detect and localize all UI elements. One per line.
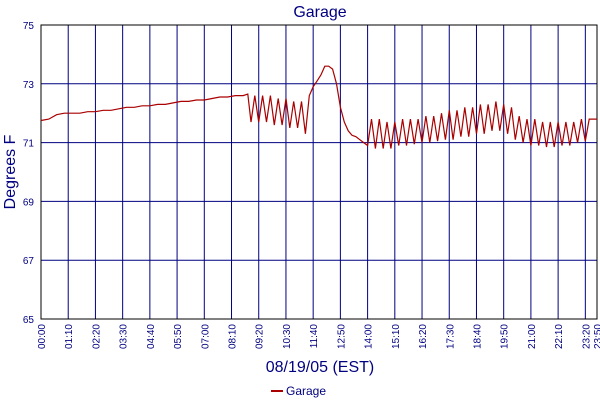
chart-title: Garage — [293, 4, 346, 21]
x-tick-label: 22:10 — [554, 324, 565, 349]
x-tick-label: 00:00 — [37, 324, 48, 349]
x-tick-label: 23:20 — [581, 324, 592, 349]
y-tick-label: 65 — [23, 315, 35, 326]
x-tick-label: 08:10 — [228, 324, 239, 349]
x-tick-label: 15:10 — [391, 324, 402, 349]
y-tick-label: 75 — [23, 21, 35, 32]
plot-frame — [40, 24, 598, 320]
x-tick-label: 23:50 — [593, 324, 600, 349]
x-tick-label: 16:20 — [418, 324, 429, 349]
x-tick-label: 18:40 — [472, 324, 483, 349]
y-tick-labels: 65 67 69 71 73 75 — [23, 21, 35, 326]
y-tick-label: 67 — [23, 256, 35, 267]
x-tick-label: 04:40 — [146, 324, 157, 349]
x-tick-label: 10:30 — [282, 324, 293, 349]
x-tick-label: 11:40 — [309, 324, 320, 349]
x-tick-label: 05:50 — [173, 324, 184, 349]
x-tick-label: 19:50 — [500, 324, 511, 349]
y-tick-label: 71 — [23, 139, 35, 150]
x-tick-label: 03:30 — [119, 324, 130, 349]
x-tick-label: 02:20 — [91, 324, 102, 349]
x-tick-label: 07:00 — [200, 324, 211, 349]
x-tick-label: 17:30 — [445, 324, 456, 349]
y-tick-label: 73 — [23, 80, 35, 91]
x-tick-label: 21:00 — [527, 324, 538, 349]
x-tick-label: 14:00 — [364, 324, 375, 349]
legend-label: Garage — [286, 384, 326, 398]
x-tick-labels: 00:00 01:10 02:20 03:30 04:40 05:50 07:00 08:10… — [37, 324, 600, 349]
y-tick-label: 69 — [23, 197, 35, 208]
legend: Garage — [271, 384, 326, 398]
y-axis-label: Degrees F — [2, 134, 19, 209]
grid — [40, 24, 598, 320]
x-tick-label: 12:50 — [336, 324, 347, 349]
x-tick-label: 01:10 — [64, 324, 75, 349]
series-layer — [40, 65, 597, 149]
series-line-garage — [40, 65, 597, 149]
x-tick-label: 09:20 — [255, 324, 266, 349]
x-axis-label: 08/19/05 (EST) — [266, 359, 375, 376]
